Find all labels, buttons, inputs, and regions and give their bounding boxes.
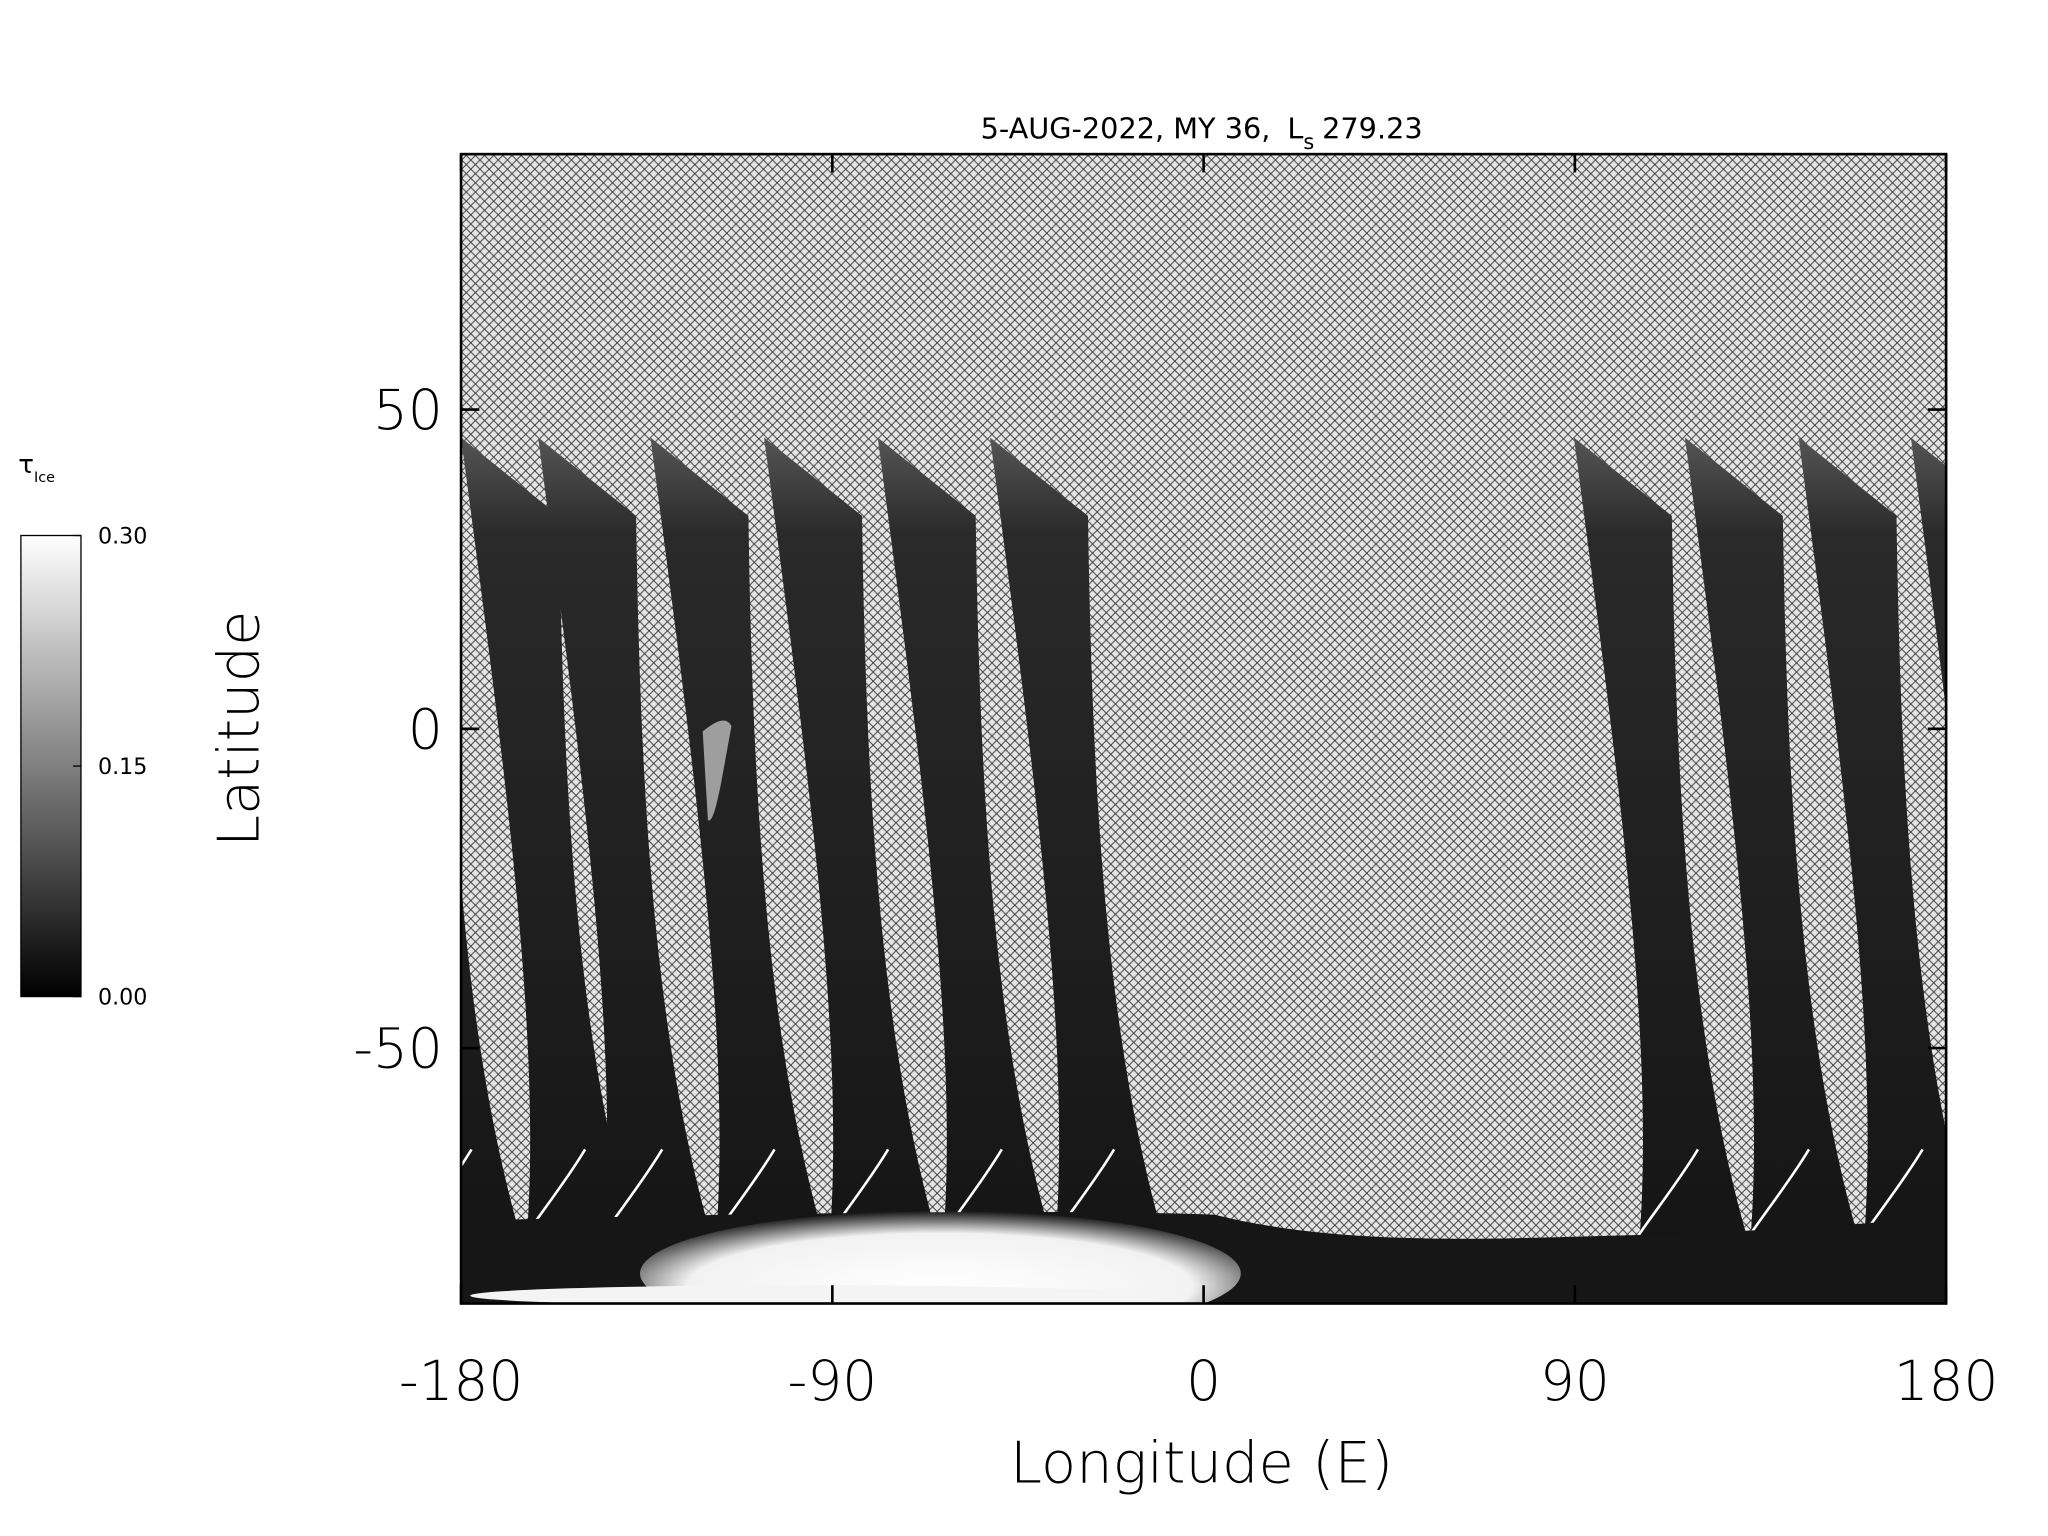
title-subscript: s [1303, 130, 1314, 154]
x-tick-label: -90 [788, 1349, 878, 1413]
x-tick-label: -180 [399, 1349, 523, 1413]
swath [877, 437, 1051, 1244]
y-tick-label: -50 [353, 1017, 443, 1081]
x-tick-label: 180 [1894, 1349, 1999, 1413]
title-symbol: L [1287, 111, 1303, 145]
map-area [461, 154, 2035, 1304]
x-tick-label: 90 [1540, 1349, 1610, 1413]
title-value: 279.23 [1322, 111, 1423, 145]
swath [990, 437, 1163, 1244]
swath [650, 437, 823, 1244]
swath-edge [1974, 1149, 2035, 1238]
colorbar-symbol: τ [18, 450, 34, 480]
title-date: 5-AUG-2022, MY 36, [981, 111, 1271, 145]
swath [461, 437, 634, 1244]
colorbar [20, 534, 82, 998]
swath [1573, 437, 1747, 1244]
swaths [461, 437, 2035, 1244]
colorbar-tick-label: 0.00 [98, 984, 147, 1010]
swath [1798, 437, 1947, 1244]
polar-cap-ice [640, 1210, 1241, 1304]
colorbar-tick-label: 0.15 [98, 754, 147, 780]
x-tick-label: 0 [1186, 1349, 1221, 1413]
swath [764, 437, 937, 1244]
swath-edge [1746, 1148, 1811, 1239]
y-tick-label: 50 [373, 378, 443, 442]
y-tick-label: 0 [408, 697, 443, 761]
colorbar-subscript: Ice [34, 470, 55, 486]
swath [1684, 437, 1858, 1244]
cloud-feature [702, 720, 732, 821]
swath [461, 882, 520, 1240]
colorbar-tick-label: 0.30 [98, 523, 147, 549]
x-axis-label: Longitude (E) [1010, 1429, 1393, 1496]
polar-cap-ice [470, 1285, 1150, 1304]
swath [538, 437, 711, 1244]
chart-title: 5-AUG-2022, MY 36, Ls 279.23 [981, 111, 1423, 153]
y-axis-label: Latitude [206, 611, 273, 847]
swath-edge [1635, 1148, 1700, 1239]
swath [1910, 437, 1947, 711]
swath-edge [461, 1148, 473, 1169]
colorbar-label: τIce [18, 450, 55, 486]
